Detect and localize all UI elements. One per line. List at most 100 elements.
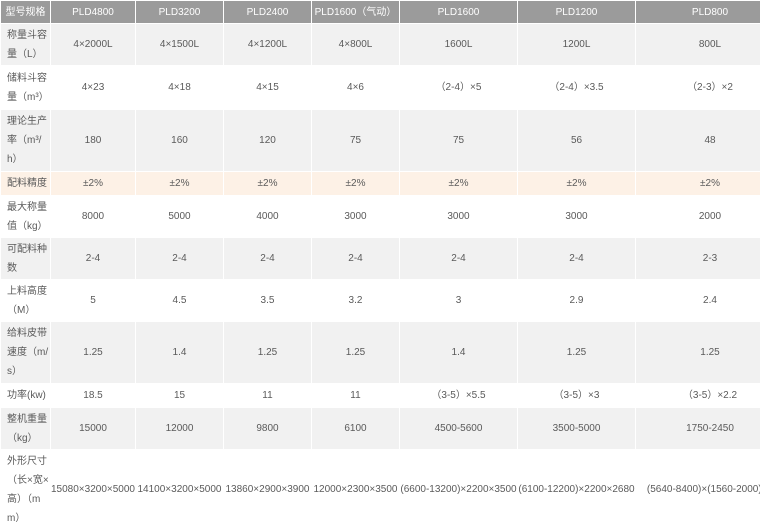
table-cell: 2-3 xyxy=(636,238,760,280)
table-cell: (6600-13200)×2200×3500 xyxy=(400,450,518,530)
table-cell: 2-4 xyxy=(224,238,312,280)
table-cell: 120 xyxy=(224,110,312,172)
table-row: 整机重量（kg） 15000 12000 9800 6100 4500-5600… xyxy=(1,408,760,450)
table-cell: ±2% xyxy=(518,172,636,196)
table-cell: 2-4 xyxy=(312,238,400,280)
table-cell: 8000 xyxy=(51,196,136,238)
table-cell: 4×2000L xyxy=(51,24,136,66)
table-cell: 1.4 xyxy=(400,322,518,384)
table-cell: 5000 xyxy=(136,196,224,238)
table-row: 给料皮带速度（m/s） 1.25 1.4 1.25 1.25 1.4 1.25 … xyxy=(1,322,760,384)
header-model: 型号规格 xyxy=(1,1,51,24)
table-row: 储料斗容量（m³） 4×23 4×18 4×15 4×6 （2-4）×5 （2-… xyxy=(1,66,760,110)
table-cell: ±2% xyxy=(636,172,760,196)
header-pld2400: PLD2400 xyxy=(224,1,312,24)
row-label: 给料皮带速度（m/s） xyxy=(1,322,51,384)
table-cell: 4×1200L xyxy=(224,24,312,66)
table-cell: 2-4 xyxy=(51,238,136,280)
table-cell: （3-5）×5.5 xyxy=(400,384,518,408)
table-cell: 3500-5000 xyxy=(518,408,636,450)
table-cell: 3 xyxy=(400,280,518,322)
table-cell: 2-4 xyxy=(136,238,224,280)
header-pld1600-pneumatic: PLD1600（气动） xyxy=(312,1,400,24)
table-cell: 4×15 xyxy=(224,66,312,110)
table-cell: 9800 xyxy=(224,408,312,450)
header-pld3200: PLD3200 xyxy=(136,1,224,24)
header-pld4800: PLD4800 xyxy=(51,1,136,24)
table-row: 功率(kw) 18.5 15 11 11 （3-5）×5.5 （3-5）×3 （… xyxy=(1,384,760,408)
table-cell: 1.25 xyxy=(312,322,400,384)
table-cell: 1.25 xyxy=(518,322,636,384)
table-cell: 160 xyxy=(136,110,224,172)
table-cell: ±2% xyxy=(136,172,224,196)
table-cell: 3.5 xyxy=(224,280,312,322)
table-cell: 180 xyxy=(51,110,136,172)
table-cell: 2000 xyxy=(636,196,760,238)
row-label: 配料精度 xyxy=(1,172,51,196)
table-cell: 6100 xyxy=(312,408,400,450)
table-cell: 4×18 xyxy=(136,66,224,110)
table-cell: 4×23 xyxy=(51,66,136,110)
table-cell: （3-5）×2.2 xyxy=(636,384,760,408)
table-cell: 1.25 xyxy=(636,322,760,384)
row-label: 储料斗容量（m³） xyxy=(1,66,51,110)
table-cell: 4000 xyxy=(224,196,312,238)
table-row: 最大称量值（kg） 8000 5000 4000 3000 3000 3000 … xyxy=(1,196,760,238)
table-cell: 800L xyxy=(636,24,760,66)
table-cell: 4×6 xyxy=(312,66,400,110)
table-cell: 3.2 xyxy=(312,280,400,322)
table-cell: ±2% xyxy=(224,172,312,196)
table-cell: 4×800L xyxy=(312,24,400,66)
table-cell: (5640-8400)×(1560-2000)×2 xyxy=(636,450,760,530)
table-cell: 1200L xyxy=(518,24,636,66)
table-cell: 18.5 xyxy=(51,384,136,408)
table-cell: 75 xyxy=(400,110,518,172)
table-cell: 15080×3200×5000 xyxy=(51,450,136,530)
table-cell: （3-5）×3 xyxy=(518,384,636,408)
table-cell: 2.9 xyxy=(518,280,636,322)
row-label: 整机重量（kg） xyxy=(1,408,51,450)
table-cell: ±2% xyxy=(400,172,518,196)
row-label: 理论生产率（m³/h） xyxy=(1,110,51,172)
table-cell: 12000×2300×3500 xyxy=(312,450,400,530)
table-cell: 1750-2450 xyxy=(636,408,760,450)
table-cell: 11 xyxy=(312,384,400,408)
table-cell: 75 xyxy=(312,110,400,172)
table-cell: 12000 xyxy=(136,408,224,450)
table-cell: ±2% xyxy=(51,172,136,196)
table-cell: 3000 xyxy=(400,196,518,238)
table-cell: 4×1500L xyxy=(136,24,224,66)
table-cell: 4500-5600 xyxy=(400,408,518,450)
table-cell: 13860×2900×3900 xyxy=(224,450,312,530)
table-cell: 15 xyxy=(136,384,224,408)
header-pld1200: PLD1200 xyxy=(518,1,636,24)
table-cell: 4.5 xyxy=(136,280,224,322)
table-cell: （2-4）×5 xyxy=(400,66,518,110)
row-label: 外形尺寸（长×宽×高）（mm） xyxy=(1,450,51,530)
table-cell: 1.25 xyxy=(224,322,312,384)
row-label: 可配料种数 xyxy=(1,238,51,280)
table-cell: 56 xyxy=(518,110,636,172)
header-pld800: PLD800 xyxy=(636,1,760,24)
table-cell: 5 xyxy=(51,280,136,322)
row-label: 上料高度（M） xyxy=(1,280,51,322)
table-cell: 1.25 xyxy=(51,322,136,384)
table-cell: 1.4 xyxy=(136,322,224,384)
header-pld1600: PLD1600 xyxy=(400,1,518,24)
table-cell: 2-4 xyxy=(400,238,518,280)
table-row: 外形尺寸（长×宽×高）（mm） 15080×3200×5000 14100×32… xyxy=(1,450,760,530)
table-cell: 2-4 xyxy=(518,238,636,280)
table-row: 理论生产率（m³/h） 180 160 120 75 75 56 48 xyxy=(1,110,760,172)
header-row: 型号规格 PLD4800 PLD3200 PLD2400 PLD1600（气动）… xyxy=(1,1,760,24)
table-cell: 1600L xyxy=(400,24,518,66)
table-cell: （2-4）×3.5 xyxy=(518,66,636,110)
table-cell: 2.4 xyxy=(636,280,760,322)
table-cell: 3000 xyxy=(518,196,636,238)
table-cell: 48 xyxy=(636,110,760,172)
table-cell: 14100×3200×5000 xyxy=(136,450,224,530)
table-cell: (6100-12200)×2200×2680 xyxy=(518,450,636,530)
table-cell: 15000 xyxy=(51,408,136,450)
table-cell: ±2% xyxy=(312,172,400,196)
row-label: 功率(kw) xyxy=(1,384,51,408)
